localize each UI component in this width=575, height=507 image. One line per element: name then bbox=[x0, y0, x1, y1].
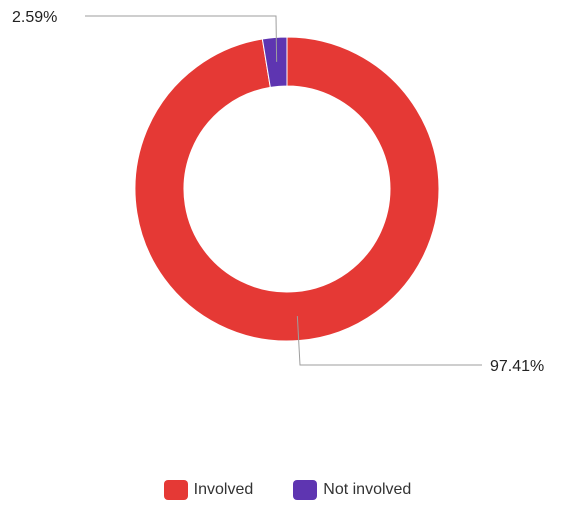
slice-not-involved[interactable] bbox=[261, 36, 288, 88]
slice-involved[interactable] bbox=[134, 36, 440, 342]
legend-swatch-not-involved bbox=[293, 480, 318, 500]
legend-item-not-involved[interactable]: Not involved bbox=[293, 480, 411, 500]
legend: Involved Not involved bbox=[0, 480, 575, 500]
legend-label-not-involved: Not involved bbox=[323, 481, 412, 498]
leader-line-not-involved bbox=[85, 15, 278, 62]
data-label-not-involved: 2.59% bbox=[12, 9, 57, 26]
leader-line-involved bbox=[296, 316, 482, 366]
legend-item-involved[interactable]: Involved bbox=[163, 480, 254, 500]
data-label-involved: 97.41% bbox=[490, 358, 544, 375]
legend-swatch-involved bbox=[163, 480, 188, 500]
leader-lines bbox=[85, 15, 482, 366]
donut-slices bbox=[134, 36, 440, 342]
legend-label-involved: Involved bbox=[193, 481, 254, 498]
